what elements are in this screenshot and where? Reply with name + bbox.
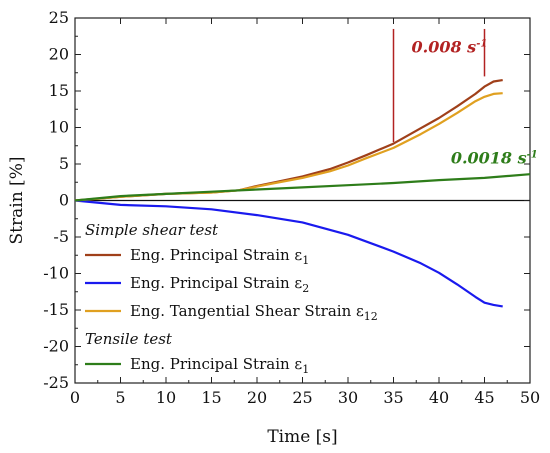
series-line-3 — [74, 92, 503, 202]
x-tick-label: 40 — [429, 388, 449, 407]
series-line-4 — [74, 173, 531, 202]
x-tick-label: 15 — [201, 388, 221, 407]
legend-subscript: 2 — [302, 282, 309, 295]
y-tick-label: -10 — [43, 264, 69, 283]
legend-subscript: 1 — [302, 363, 309, 376]
tensile-rate-superscript: -1 — [527, 149, 538, 160]
x-tick-label: 20 — [247, 388, 267, 407]
y-tick-label: -15 — [43, 300, 69, 319]
x-tick-label: 50 — [520, 388, 540, 407]
y-tick-label: 10 — [49, 118, 69, 137]
x-tick-label: 5 — [115, 388, 125, 407]
legend-label: Eng. Principal Strain ε1 — [130, 246, 309, 267]
legend-subscript: 1 — [302, 254, 309, 267]
series-layer — [74, 79, 531, 308]
legend-subscript: 12 — [364, 310, 378, 323]
axes-layer: 0 5 10 15 20 25 30 35 40 45 502520151050-5-10-15-2… — [7, 8, 540, 447]
x-axis-title: Time [s] — [267, 427, 337, 447]
y-tick-label: 20 — [49, 45, 69, 64]
shear-rate-label: 0.008 s-1 — [412, 37, 488, 56]
y-tick-label: 15 — [49, 81, 69, 100]
series-line-1 — [74, 79, 503, 202]
y-tick-label: -20 — [43, 337, 69, 356]
shear-rate-superscript: -1 — [476, 38, 487, 49]
series-line-2 — [74, 199, 503, 308]
x-tick-label: 30 — [338, 388, 358, 407]
tensile-rate-label: 0.0018 s-1 — [451, 148, 538, 167]
y-axis-title: Strain [%] — [7, 157, 27, 245]
legend-heading: Tensile test — [85, 330, 173, 348]
x-tick-label: 45 — [474, 388, 494, 407]
legend-label: Eng. Principal Strain ε2 — [130, 274, 309, 295]
legend-heading: Simple shear test — [85, 221, 219, 239]
legend-label: Eng. Principal Strain ε1 — [130, 355, 309, 376]
x-tick-label: 0 — [70, 388, 80, 407]
y-tick-label: 25 — [49, 8, 69, 27]
x-tick-label: 10 — [156, 388, 176, 407]
y-tick-label: -25 — [43, 373, 69, 392]
y-tick-label: 0 — [59, 191, 69, 210]
x-tick-label: 35 — [383, 388, 403, 407]
y-tick-label: -5 — [53, 227, 69, 246]
legend-label: Eng. Tangential Shear Strain ε12 — [130, 302, 378, 323]
legend: Simple shear test Eng. Principal Strain ε… — [85, 221, 378, 376]
annotations-layer: 0.008 s-1 0.0018 s-1 — [392, 28, 538, 167]
y-tick-label: 5 — [59, 154, 69, 173]
x-tick-label: 25 — [292, 388, 312, 407]
